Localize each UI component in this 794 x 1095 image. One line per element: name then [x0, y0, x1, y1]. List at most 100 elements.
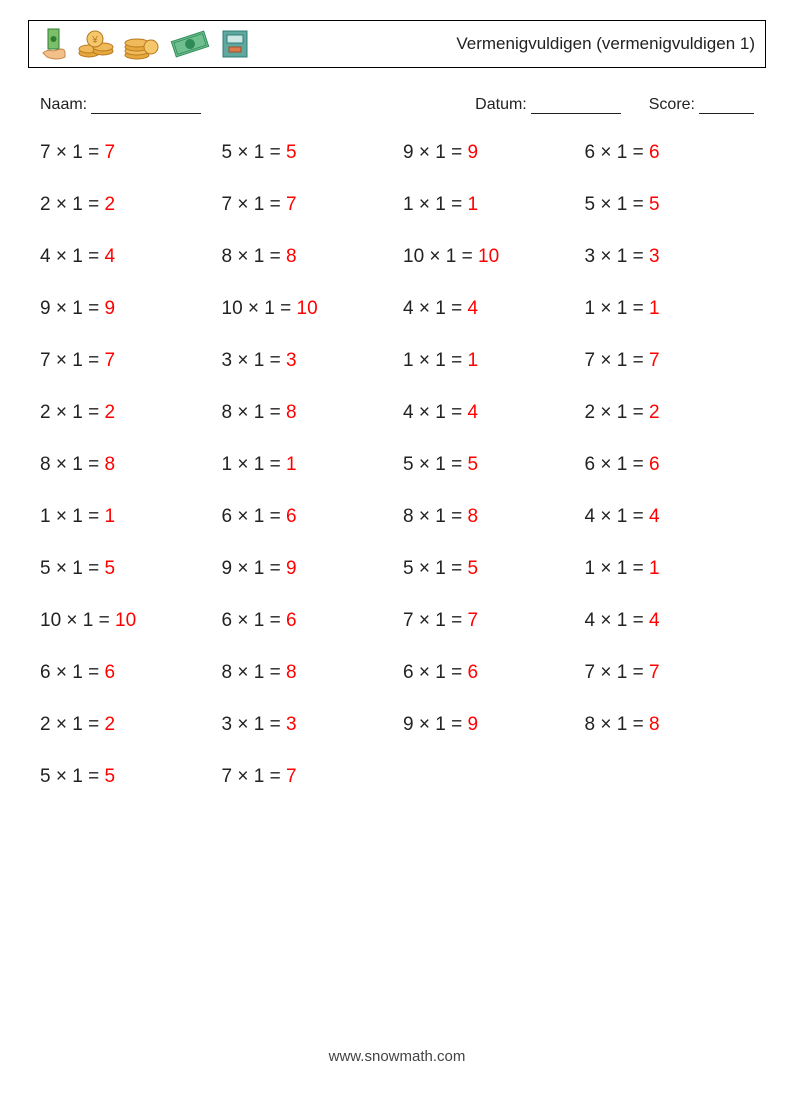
problem-expression: 7 × 1 =: [222, 194, 286, 215]
problem-answer: 7: [649, 350, 660, 371]
problem-expression: 2 × 1 =: [40, 402, 104, 423]
problem-answer: 1: [467, 350, 478, 371]
problem-answer: 8: [649, 714, 660, 735]
problem-expression: 8 × 1 =: [222, 662, 286, 683]
problem-answer: 6: [286, 506, 297, 527]
problem-expression: 1 × 1 =: [222, 454, 286, 475]
problem-answer: 2: [649, 402, 660, 423]
problem-expression: 9 × 1 =: [403, 714, 467, 735]
problem-answer: 8: [286, 662, 297, 683]
problem-answer: 4: [467, 402, 478, 423]
money-hand-icon: [39, 27, 69, 61]
problem-expression: 6 × 1 =: [222, 610, 286, 631]
problem-answer: 6: [649, 454, 660, 475]
problem-expression: 5 × 1 =: [222, 142, 286, 163]
problem-cell: 1 × 1 = 1: [585, 558, 755, 580]
problem-expression: 6 × 1 =: [222, 506, 286, 527]
problem-expression: 1 × 1 =: [585, 558, 649, 579]
problem-expression: 6 × 1 =: [40, 662, 104, 683]
footer-url: www.snowmath.com: [28, 1048, 766, 1065]
atm-icon: [219, 27, 251, 61]
problem-expression: 4 × 1 =: [403, 402, 467, 423]
problem-answer: 3: [649, 246, 660, 267]
coin-stack-icon: ¥: [77, 27, 115, 61]
date-label: Datum:: [475, 96, 527, 113]
problem-cell: 10 × 1 = 10: [403, 246, 573, 268]
problem-expression: 5 × 1 =: [403, 454, 467, 475]
problem-expression: 4 × 1 =: [403, 298, 467, 319]
problem-cell: 1 × 1 = 1: [40, 506, 210, 528]
problem-cell: 6 × 1 = 6: [585, 142, 755, 164]
problem-expression: 9 × 1 =: [222, 558, 286, 579]
problem-cell: 7 × 1 = 7: [585, 350, 755, 372]
problem-cell: 5 × 1 = 5: [222, 142, 392, 164]
problem-expression: 5 × 1 =: [40, 558, 104, 579]
problem-answer: 10: [115, 610, 136, 631]
problem-cell: 7 × 1 = 7: [222, 766, 392, 788]
svg-text:¥: ¥: [91, 35, 98, 46]
problem-cell: 7 × 1 = 7: [403, 610, 573, 632]
problem-answer: 5: [467, 558, 478, 579]
problem-answer: 4: [649, 506, 660, 527]
problem-cell: 2 × 1 = 2: [40, 714, 210, 736]
problem-answer: 6: [467, 662, 478, 683]
score-label: Score:: [649, 96, 695, 113]
problem-expression: 6 × 1 =: [585, 454, 649, 475]
problem-cell: 9 × 1 = 9: [403, 714, 573, 736]
problem-cell: 7 × 1 = 7: [40, 142, 210, 164]
problem-expression: 7 × 1 =: [585, 350, 649, 371]
problem-expression: 6 × 1 =: [403, 662, 467, 683]
problem-answer: 5: [286, 142, 297, 163]
problem-cell: 4 × 1 = 4: [403, 402, 573, 424]
problem-expression: 8 × 1 =: [222, 402, 286, 423]
problem-answer: 2: [104, 402, 115, 423]
header-icon-row: ¥: [39, 27, 251, 61]
problem-cell: 2 × 1 = 2: [40, 402, 210, 424]
score-field: Score:: [649, 96, 754, 114]
info-line: Naam: Datum: Score:: [28, 96, 766, 126]
problem-cell: 1 × 1 = 1: [585, 298, 755, 320]
problem-expression: 6 × 1 =: [585, 142, 649, 163]
problem-cell: 2 × 1 = 2: [585, 402, 755, 424]
problem-expression: 3 × 1 =: [222, 350, 286, 371]
problem-answer: 8: [286, 402, 297, 423]
problem-expression: 1 × 1 =: [40, 506, 104, 527]
problem-expression: 3 × 1 =: [222, 714, 286, 735]
problem-cell: 10 × 1 = 10: [40, 610, 210, 632]
banknote-icon: [169, 27, 211, 61]
problem-cell: 7 × 1 = 7: [40, 350, 210, 372]
name-blank[interactable]: [91, 113, 201, 114]
problem-cell: 8 × 1 = 8: [585, 714, 755, 736]
problem-cell: 3 × 1 = 3: [585, 246, 755, 268]
problem-answer: 8: [286, 246, 297, 267]
problem-answer: 7: [286, 766, 297, 787]
problem-answer: 6: [649, 142, 660, 163]
problem-expression: 1 × 1 =: [403, 350, 467, 371]
date-blank[interactable]: [531, 113, 621, 114]
problem-cell: 5 × 1 = 5: [403, 454, 573, 476]
problem-expression: 9 × 1 =: [403, 142, 467, 163]
coins-pile-icon: [123, 27, 161, 61]
problem-expression: 7 × 1 =: [40, 350, 104, 371]
problem-expression: 10 × 1 =: [222, 298, 297, 319]
problem-expression: 4 × 1 =: [585, 610, 649, 631]
problem-expression: 10 × 1 =: [40, 610, 115, 631]
problem-expression: 4 × 1 =: [585, 506, 649, 527]
problem-cell: 9 × 1 = 9: [222, 558, 392, 580]
problem-cell: 6 × 1 = 6: [585, 454, 755, 476]
problem-expression: 8 × 1 =: [40, 454, 104, 475]
problem-expression: 4 × 1 =: [40, 246, 104, 267]
problem-expression: 7 × 1 =: [403, 610, 467, 631]
score-blank[interactable]: [699, 113, 754, 114]
problem-answer: 9: [467, 714, 478, 735]
problem-expression: 8 × 1 =: [222, 246, 286, 267]
problem-expression: 5 × 1 =: [403, 558, 467, 579]
problem-cell: 7 × 1 = 7: [222, 194, 392, 216]
problem-cell: 6 × 1 = 6: [40, 662, 210, 684]
problem-expression: 1 × 1 =: [585, 298, 649, 319]
problem-grid: 7 × 1 = 7 5 × 1 = 5 9 × 1 = 9 6 × 1 = 6 2 × …: [28, 142, 766, 788]
problem-cell: 4 × 1 = 4: [403, 298, 573, 320]
problem-cell: 6 × 1 = 6: [222, 506, 392, 528]
problem-cell: [403, 766, 573, 788]
problem-answer: 3: [286, 350, 297, 371]
